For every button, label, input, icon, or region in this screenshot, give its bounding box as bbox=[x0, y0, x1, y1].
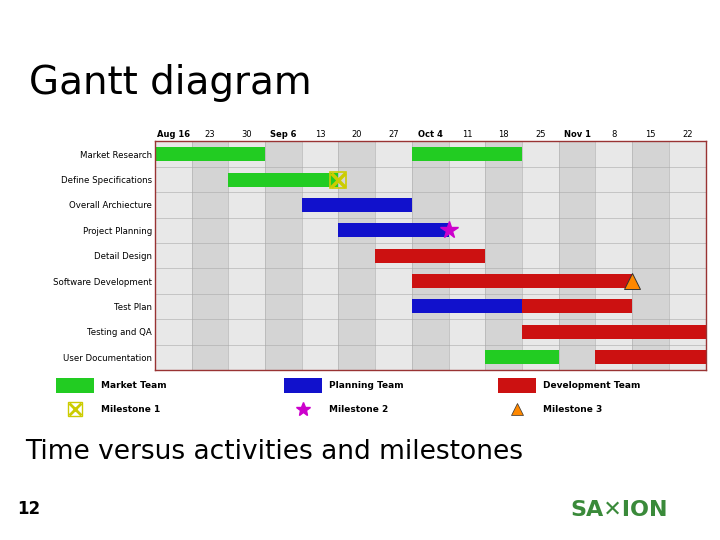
Bar bbox=[449, 141, 485, 370]
Bar bbox=[375, 141, 412, 370]
Bar bbox=[375, 249, 485, 262]
Text: Market Team: Market Team bbox=[101, 381, 166, 390]
Text: Mutli-Color Gantt Chart Demo: Mutli-Color Gantt Chart Demo bbox=[256, 124, 464, 137]
Bar bbox=[155, 147, 265, 161]
Bar bbox=[228, 141, 265, 370]
Bar bbox=[595, 141, 632, 370]
Bar bbox=[412, 147, 522, 161]
Text: Planning Team: Planning Team bbox=[329, 381, 403, 390]
Bar bbox=[338, 141, 375, 370]
Bar bbox=[522, 141, 559, 370]
Bar bbox=[412, 300, 522, 313]
Text: Saxion University of Applied Sciences: Saxion University of Applied Sciences bbox=[22, 30, 230, 40]
Bar bbox=[412, 274, 632, 288]
Bar bbox=[595, 350, 706, 364]
Bar bbox=[192, 141, 228, 370]
Text: Time versus activities and milestones: Time versus activities and milestones bbox=[25, 439, 523, 465]
Bar bbox=[632, 141, 669, 370]
Bar bbox=[302, 198, 412, 212]
Bar bbox=[522, 325, 706, 339]
Text: 12: 12 bbox=[17, 500, 40, 518]
Bar bbox=[412, 141, 449, 370]
Text: Milestone 1: Milestone 1 bbox=[101, 404, 160, 414]
Text: Milestone 3: Milestone 3 bbox=[543, 404, 603, 414]
Text: Gantt diagram: Gantt diagram bbox=[29, 64, 312, 102]
Bar bbox=[155, 141, 192, 370]
Bar bbox=[485, 141, 522, 370]
Bar bbox=[522, 300, 632, 313]
Bar bbox=[485, 350, 559, 364]
Bar bbox=[265, 141, 302, 370]
Bar bbox=[56, 379, 94, 393]
Bar bbox=[669, 141, 706, 370]
Text: Milestone 2: Milestone 2 bbox=[329, 404, 388, 414]
Bar bbox=[338, 224, 449, 237]
Bar bbox=[228, 173, 338, 186]
Bar bbox=[284, 379, 322, 393]
Bar bbox=[559, 141, 595, 370]
Bar bbox=[302, 141, 338, 370]
Text: SA✕ION: SA✕ION bbox=[570, 500, 668, 521]
Bar bbox=[498, 379, 536, 393]
Text: Development Team: Development Team bbox=[543, 381, 641, 390]
